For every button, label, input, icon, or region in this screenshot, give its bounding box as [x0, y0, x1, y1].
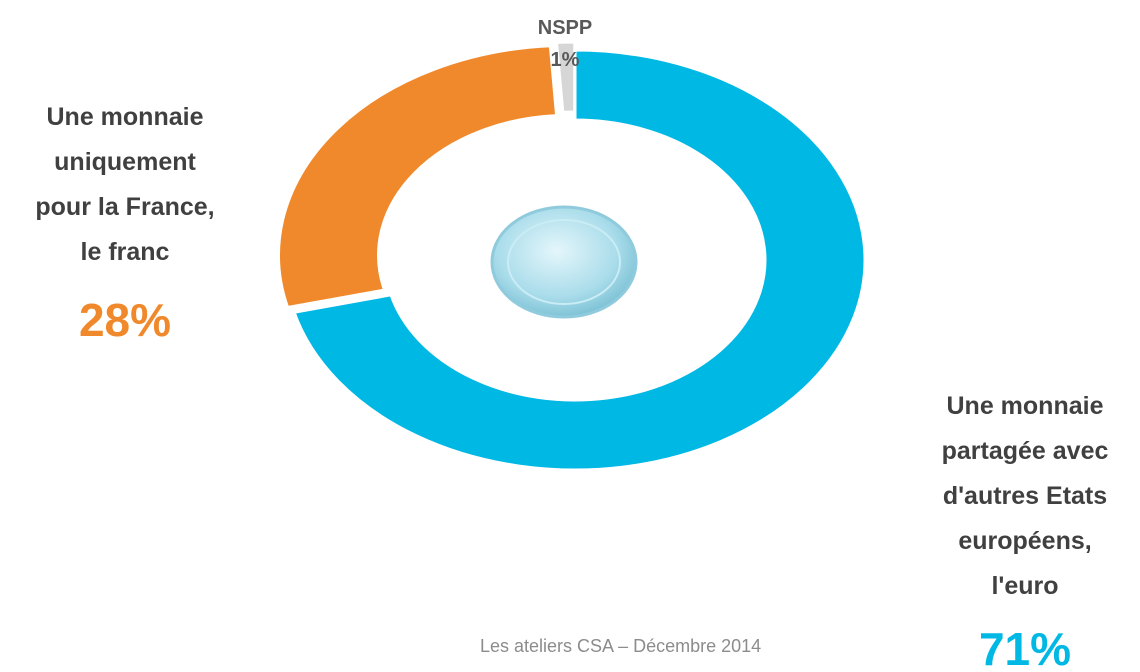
- value-label: 1%: [550, 49, 580, 71]
- footer: Les ateliers CSA – Décembre 2014: [480, 636, 762, 656]
- value-label: 28%: [78, 294, 172, 346]
- value-label: 71%: [978, 623, 1072, 672]
- donut-slice: [277, 44, 559, 310]
- category-label: NSPP: [537, 17, 593, 39]
- coin-icon: [490, 205, 638, 319]
- donut-slice: [292, 48, 867, 472]
- category-label: Une monnaie uniquement pour la France, l…: [35, 103, 215, 266]
- coin-ring: [507, 219, 621, 305]
- category-label: Une monnaie partagée avec d'autres Etats…: [941, 392, 1109, 600]
